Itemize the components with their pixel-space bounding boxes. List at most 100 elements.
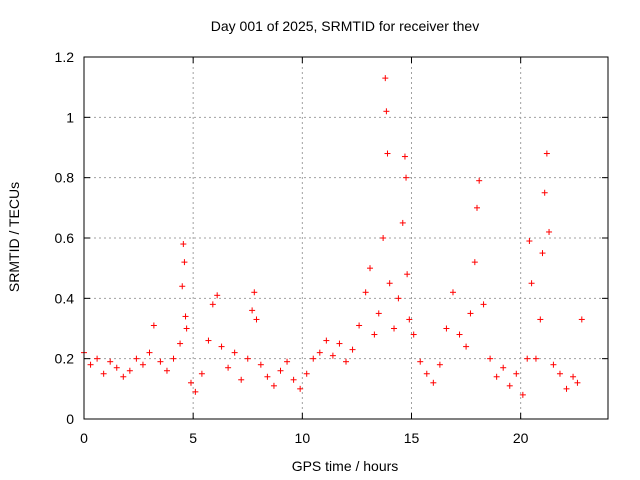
data-point — [563, 385, 570, 392]
data-point — [556, 370, 563, 377]
data-point — [310, 355, 317, 362]
data-point — [251, 289, 258, 296]
data-point — [403, 174, 410, 181]
data-point — [399, 219, 406, 226]
data-point — [303, 370, 310, 377]
x-tick-label: 5 — [189, 430, 197, 446]
data-point — [177, 340, 184, 347]
grid-layer — [84, 57, 608, 419]
axes-layer: 0 0.2 0.4 0.6 0.8 1 1.2 0 5 10 15 20 — [55, 49, 608, 446]
chart-title: Day 001 of 2025, SRMTID for receiver the… — [211, 18, 479, 34]
data-point — [192, 388, 199, 395]
data-point — [539, 250, 546, 257]
data-point — [449, 289, 456, 296]
data-point — [187, 379, 194, 386]
data-point — [395, 295, 402, 302]
data-point — [180, 241, 187, 248]
data-point — [244, 355, 251, 362]
data-point — [401, 153, 408, 160]
data-point — [519, 391, 526, 398]
data-point — [253, 316, 260, 323]
data-points — [81, 75, 585, 398]
data-point — [471, 259, 478, 266]
data-point — [528, 280, 535, 287]
data-point — [218, 343, 225, 350]
data-point — [526, 238, 533, 245]
data-point — [443, 325, 450, 332]
data-point — [417, 358, 424, 365]
y-tick-label: 1 — [66, 109, 74, 125]
data-point — [157, 358, 164, 365]
data-point — [524, 355, 531, 362]
data-point — [550, 361, 557, 368]
data-point — [205, 337, 212, 344]
data-point — [113, 364, 120, 371]
data-point — [209, 301, 216, 308]
data-point — [231, 349, 238, 356]
data-point — [198, 370, 205, 377]
data-point — [225, 364, 232, 371]
x-tick-label: 10 — [295, 430, 311, 446]
y-tick-label: 0.8 — [55, 170, 75, 186]
data-point — [182, 313, 189, 320]
data-point — [506, 382, 513, 389]
data-point — [146, 349, 153, 356]
y-tick-label: 0 — [66, 411, 74, 427]
data-point — [150, 322, 157, 329]
data-point — [107, 358, 114, 365]
data-point — [383, 108, 390, 115]
data-point — [384, 150, 391, 157]
data-point — [532, 355, 539, 362]
data-point — [249, 307, 256, 314]
data-point — [382, 75, 389, 82]
data-point — [537, 316, 544, 323]
data-point — [375, 310, 382, 317]
data-point — [336, 340, 343, 347]
data-point — [284, 358, 291, 365]
data-point — [467, 310, 474, 317]
data-point — [323, 337, 330, 344]
data-point — [380, 235, 387, 241]
data-point — [410, 331, 417, 338]
data-point — [94, 355, 101, 362]
data-point — [513, 370, 520, 377]
data-point — [270, 382, 277, 389]
data-point — [316, 349, 323, 356]
data-point — [404, 271, 411, 278]
data-point — [181, 259, 188, 266]
data-point — [386, 280, 393, 287]
data-point — [290, 376, 297, 383]
data-point — [139, 361, 146, 368]
data-point — [423, 370, 430, 377]
data-point — [500, 364, 507, 371]
data-point — [214, 292, 221, 299]
data-point — [126, 367, 133, 374]
data-point — [238, 376, 245, 383]
y-tick-label: 0.6 — [55, 230, 75, 246]
data-point — [570, 373, 577, 380]
data-point — [163, 367, 170, 374]
data-point — [120, 373, 127, 380]
data-point — [100, 370, 107, 377]
data-point — [297, 385, 304, 392]
data-point — [436, 361, 443, 368]
data-point — [367, 265, 374, 272]
data-point — [480, 301, 487, 308]
x-tick-label: 0 — [80, 430, 88, 446]
data-point — [257, 361, 264, 368]
data-point — [87, 361, 94, 368]
data-point — [541, 189, 548, 196]
data-point — [543, 150, 550, 157]
data-point — [456, 331, 463, 338]
data-point — [406, 316, 413, 323]
data-point — [362, 289, 369, 296]
data-point — [183, 325, 190, 332]
data-point — [430, 379, 437, 386]
y-tick-label: 0.2 — [55, 351, 75, 367]
y-tick-label: 1.2 — [55, 49, 75, 65]
data-point — [170, 355, 177, 362]
data-point — [493, 373, 500, 380]
data-point — [463, 343, 470, 350]
data-point — [578, 316, 585, 323]
